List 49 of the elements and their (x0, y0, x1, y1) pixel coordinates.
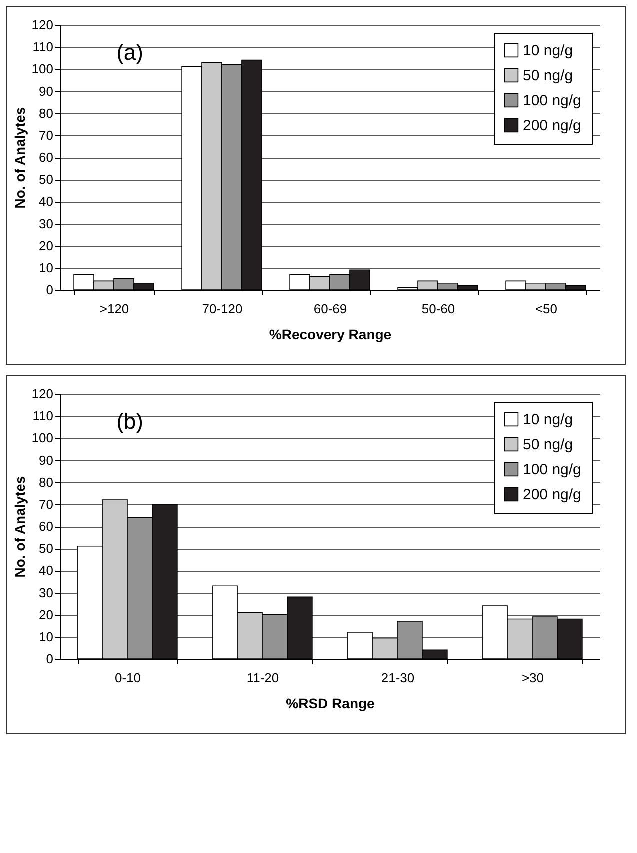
x-tick-label: 21-30 (381, 670, 415, 686)
y-axis-title: No. of Analytes (12, 476, 28, 578)
y-tick-label: 50 (39, 541, 54, 556)
y-tick-label: 70 (39, 128, 54, 143)
y-tick-label: 100 (32, 430, 54, 446)
legend-label: 200 ng/g (523, 486, 582, 504)
legend-label: 100 ng/g (523, 462, 582, 478)
y-tick-label: 60 (39, 150, 54, 165)
legend-label: 50 ng/g (523, 68, 574, 84)
legend-label: 50 ng/g (523, 436, 574, 454)
y-tick-label: 10 (39, 629, 54, 644)
y-axis-title: No. of Analytes (12, 107, 28, 209)
y-tick-label: 60 (39, 519, 54, 534)
y-tick-label: 120 (32, 386, 54, 402)
y-tick-label: 20 (39, 238, 54, 254)
y-tick-label: 10 (39, 260, 54, 276)
y-tick-label: 40 (39, 563, 54, 578)
y-tick-label: 0 (46, 282, 54, 298)
legend-label: 10 ng/g (523, 42, 574, 60)
y-tick-label: 0 (46, 652, 54, 666)
x-tick-label: <50 (535, 302, 558, 316)
x-axis-title: %Recovery Range (269, 326, 392, 342)
y-tick-label: 100 (32, 62, 54, 77)
x-tick-label: 11-20 (246, 670, 280, 686)
y-tick-label: 30 (39, 216, 54, 232)
y-tick-label: 90 (39, 84, 54, 99)
y-tick-label: 50 (39, 172, 54, 188)
x-tick-label: >120 (100, 302, 130, 316)
annotation: (b) (116, 409, 144, 434)
legend-label: 10 ng/g (523, 412, 574, 428)
x-axis-title: %RSD Range (286, 696, 376, 712)
y-tick-label: 80 (39, 474, 54, 490)
legend-label: 200 ng/g (523, 118, 582, 134)
y-tick-label: 120 (32, 18, 54, 32)
x-tick-label: 70-120 (202, 302, 243, 316)
y-tick-label: 110 (32, 40, 54, 55)
y-tick-label: 90 (39, 452, 54, 468)
x-tick-label: 0-10 (114, 670, 142, 686)
x-tick-label: 60-69 (314, 302, 348, 316)
y-tick-label: 40 (39, 194, 54, 210)
y-tick-label: 30 (39, 585, 54, 600)
y-tick-label: 80 (39, 106, 54, 121)
legend-label: 100 ng/g (523, 92, 582, 110)
y-tick-label: 110 (32, 408, 54, 424)
x-tick-label: >30 (522, 670, 544, 686)
annotation: (a) (116, 40, 144, 65)
y-tick-label: 20 (39, 607, 54, 622)
x-tick-label: 50-60 (422, 302, 456, 316)
y-tick-label: 70 (39, 496, 54, 512)
